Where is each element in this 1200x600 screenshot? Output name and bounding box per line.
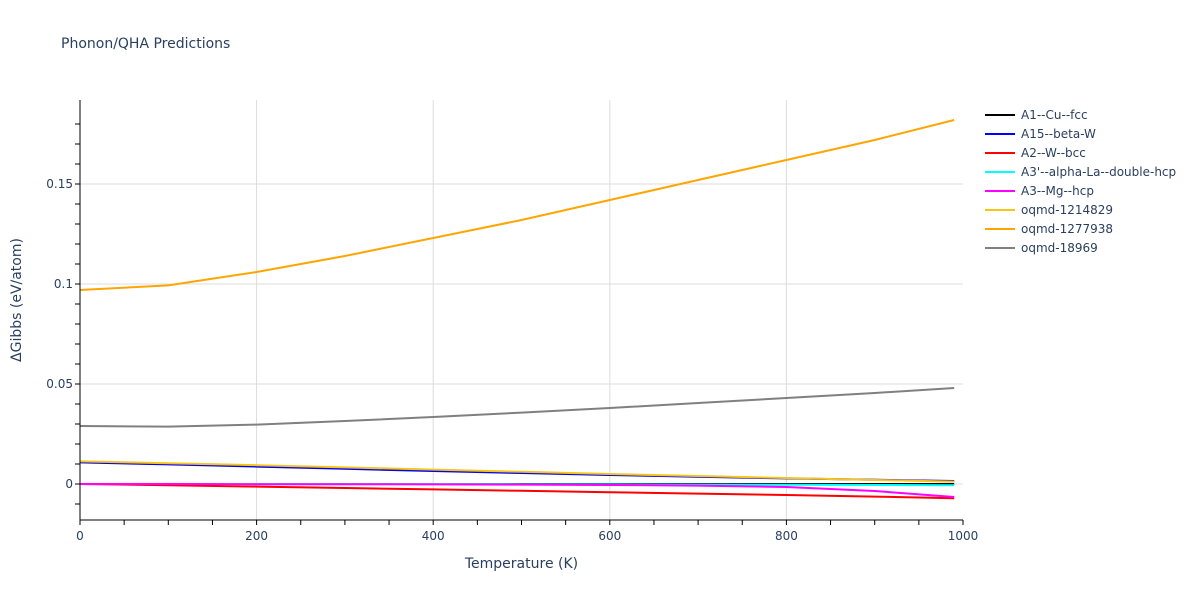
legend-item[interactable]: A1--Cu--fcc xyxy=(985,105,1176,124)
legend-label: A15--beta-W xyxy=(1021,126,1096,141)
legend-swatch-icon xyxy=(985,132,1015,135)
legend-swatch-icon xyxy=(985,208,1015,211)
legend-label: A1--Cu--fcc xyxy=(1021,107,1088,122)
y-tick-label: 0.1 xyxy=(54,277,73,291)
legend-label: oqmd-18969 xyxy=(1021,240,1098,255)
legend-swatch-icon xyxy=(985,227,1015,230)
series-line-a3-mg-hcp[interactable] xyxy=(80,483,955,498)
chart-title: Phonon/QHA Predictions xyxy=(61,36,231,52)
legend-item[interactable]: A2--W--bcc xyxy=(985,143,1176,162)
axes: 0 200 400 600 800 1000 0 0.05 0.1 0.15 Temperature… xyxy=(9,100,978,572)
x-tick-label: 1000 xyxy=(948,529,979,543)
y-tick-label: 0 xyxy=(65,477,73,491)
legend-label: A3'--alpha-La--double-hcp xyxy=(1021,164,1177,179)
legend-swatch-icon xyxy=(985,113,1015,116)
legend-item[interactable]: A15--beta-W xyxy=(985,124,1176,143)
y-axis-title: ΔGibbs (eV/atom) xyxy=(9,238,25,362)
legend-item[interactable]: oqmd-1277938 xyxy=(985,219,1176,238)
legend-swatch-icon xyxy=(985,170,1015,173)
legend-swatch-icon xyxy=(985,246,1015,249)
gridlines xyxy=(80,100,963,520)
legend-item[interactable]: oqmd-1214829 xyxy=(985,200,1176,219)
y-tick-label: 0.05 xyxy=(46,377,73,391)
series-line-oqmd-1214829[interactable] xyxy=(79,460,955,483)
legend-swatch-icon xyxy=(985,151,1015,154)
series-line-a2-w-bcc[interactable] xyxy=(79,483,955,500)
legend-swatch-icon xyxy=(985,189,1015,192)
y-tick-label: 0.15 xyxy=(46,177,73,191)
legend-label: oqmd-1277938 xyxy=(1021,221,1114,236)
legend-item[interactable]: A3'--alpha-La--double-hcp xyxy=(985,162,1176,181)
legend-label: A3--Mg--hcp xyxy=(1021,183,1094,198)
x-axis-title: Temperature (K) xyxy=(464,556,578,572)
series-lines xyxy=(79,119,955,500)
legend-label: A2--W--bcc xyxy=(1021,145,1086,160)
x-tick-label: 800 xyxy=(775,529,798,543)
x-tick-label: 400 xyxy=(422,529,445,543)
legend: A1--Cu--fcc A15--beta-W A2--W--bcc A3'--alp… xyxy=(985,105,1176,257)
legend-label: oqmd-1214829 xyxy=(1021,202,1114,217)
x-tick-label: 0 xyxy=(76,529,84,543)
series-line-oqmd-18969[interactable] xyxy=(79,387,955,428)
x-tick-label: 200 xyxy=(245,529,268,543)
legend-item[interactable]: oqmd-18969 xyxy=(985,238,1176,257)
x-tick-label: 600 xyxy=(598,529,621,543)
legend-item[interactable]: A3--Mg--hcp xyxy=(985,181,1176,200)
series-line-oqmd-1277938[interactable] xyxy=(79,119,955,291)
